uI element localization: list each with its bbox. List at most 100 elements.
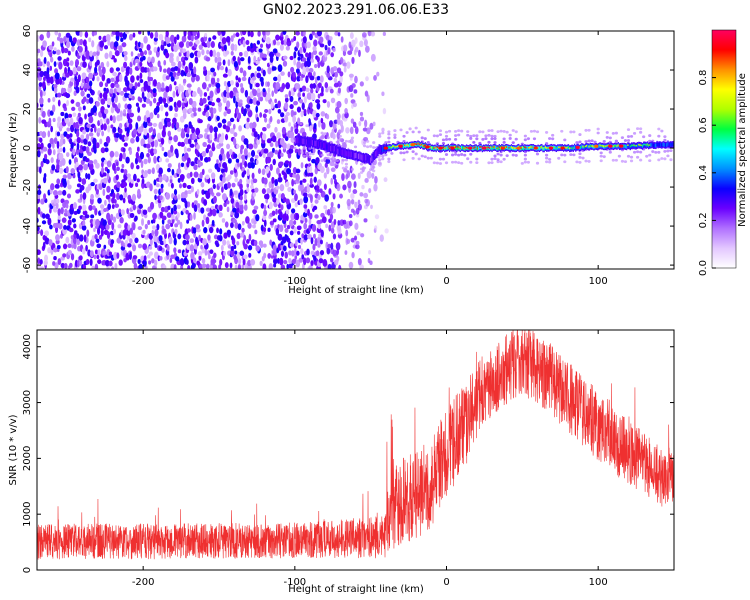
heatmap-cell bbox=[332, 47, 336, 52]
heatmap-cell bbox=[201, 82, 207, 90]
heatmap-cell bbox=[122, 197, 126, 204]
heatmap-cell bbox=[202, 97, 207, 104]
heatmap-cell bbox=[157, 132, 161, 140]
heatmap-cell bbox=[122, 181, 128, 188]
heatmap-cell bbox=[184, 190, 189, 196]
heatmap-cell bbox=[172, 71, 177, 78]
heatmap-cell bbox=[221, 193, 227, 201]
heatmap-cell bbox=[99, 81, 104, 88]
heatmap-cell bbox=[339, 71, 344, 77]
heatmap-cell bbox=[194, 56, 199, 64]
heatmap-cell bbox=[115, 31, 121, 37]
heatmap-cell bbox=[188, 124, 193, 129]
heatmap-cell bbox=[338, 148, 340, 154]
heatmap-cell bbox=[435, 134, 439, 138]
heatmap-cell bbox=[160, 104, 164, 112]
heatmap-cell bbox=[460, 161, 464, 165]
heatmap-cell bbox=[280, 40, 285, 45]
heatmap-cell bbox=[76, 136, 82, 144]
heatmap-cell bbox=[74, 259, 78, 268]
heatmap-cell bbox=[188, 107, 193, 114]
heatmap-cell bbox=[99, 92, 103, 99]
heatmap-cell bbox=[156, 223, 160, 231]
heatmap-cell bbox=[268, 108, 272, 115]
heatmap-cell bbox=[223, 80, 227, 87]
heatmap-cell bbox=[257, 168, 262, 175]
heatmap-cell bbox=[289, 230, 294, 236]
heatmap-cell bbox=[277, 74, 282, 83]
heatmap-cell bbox=[245, 39, 250, 46]
heatmap-cell bbox=[564, 146, 566, 149]
heatmap-cell bbox=[284, 102, 289, 110]
heatmap-cell bbox=[106, 77, 111, 84]
heatmap-cell bbox=[111, 222, 115, 231]
heatmap-cell bbox=[333, 77, 338, 83]
heatmap-cell bbox=[166, 212, 172, 218]
heatmap-cell bbox=[311, 152, 315, 156]
heatmap-cell bbox=[171, 193, 175, 200]
heatmap-cell bbox=[115, 132, 120, 138]
heatmap-cell bbox=[79, 260, 83, 266]
heatmap-cell bbox=[254, 229, 258, 235]
heatmap-cell bbox=[261, 188, 266, 195]
heatmap-cell bbox=[89, 50, 93, 57]
heatmap-cell bbox=[627, 144, 629, 147]
heatmap-cell bbox=[239, 203, 244, 212]
heatmap-cell bbox=[344, 162, 348, 166]
heatmap-cell bbox=[325, 142, 327, 149]
heatmap-cell bbox=[42, 241, 46, 250]
heatmap-cell bbox=[239, 195, 243, 201]
heatmap-cell bbox=[332, 163, 336, 167]
heatmap-cell bbox=[241, 264, 245, 269]
heatmap-cell bbox=[61, 87, 67, 93]
heatmap-cell bbox=[366, 170, 372, 179]
heatmap-cell bbox=[84, 31, 89, 38]
heatmap-cell bbox=[118, 128, 123, 135]
heatmap-cell bbox=[95, 142, 100, 149]
heatmap-cell bbox=[135, 122, 139, 130]
heatmap-cell bbox=[658, 142, 661, 147]
heatmap-cell bbox=[294, 127, 299, 135]
heatmap-cell bbox=[349, 138, 354, 145]
heatmap-cell bbox=[346, 238, 351, 245]
heatmap-cell bbox=[581, 156, 585, 160]
heatmap-cell bbox=[77, 106, 82, 112]
heatmap-cell bbox=[365, 76, 369, 82]
y-tick-label: 0 bbox=[22, 567, 33, 573]
spectrogram-x-ticks: -200 -100 0 100 bbox=[132, 31, 608, 287]
heatmap-cell bbox=[285, 214, 289, 222]
heatmap-cell bbox=[289, 131, 295, 139]
heatmap-cell bbox=[487, 129, 491, 133]
heatmap-cell bbox=[83, 234, 87, 243]
heatmap-cell bbox=[279, 161, 284, 167]
heatmap-cell bbox=[205, 56, 211, 62]
heatmap-cell bbox=[215, 192, 221, 197]
heatmap-cell bbox=[424, 144, 426, 147]
heatmap-cell bbox=[53, 137, 58, 145]
heatmap-cell bbox=[331, 128, 335, 135]
heatmap-cell bbox=[310, 203, 314, 209]
heatmap-cell bbox=[78, 255, 83, 261]
heatmap-cell bbox=[167, 219, 172, 225]
heatmap-cell bbox=[246, 239, 250, 244]
heatmap-cell bbox=[54, 31, 59, 36]
heatmap-cell bbox=[129, 112, 135, 118]
colorbar-tick-label: 0.2 bbox=[698, 212, 709, 228]
heatmap-cell bbox=[106, 169, 110, 174]
heatmap-cell bbox=[330, 167, 336, 173]
heatmap-cell bbox=[196, 203, 201, 208]
heatmap-cell bbox=[510, 146, 513, 149]
heatmap-cell bbox=[177, 60, 182, 69]
heatmap-cell bbox=[39, 259, 43, 265]
heatmap-cell bbox=[187, 265, 191, 269]
heatmap-cell bbox=[275, 185, 280, 190]
heatmap-cell bbox=[106, 160, 112, 168]
heatmap-cell bbox=[367, 31, 372, 37]
heatmap-cell bbox=[450, 160, 455, 164]
heatmap-cell bbox=[336, 146, 338, 153]
heatmap-cell bbox=[296, 41, 300, 49]
heatmap-cell bbox=[200, 37, 205, 43]
heatmap-cell bbox=[78, 51, 83, 57]
heatmap-cell bbox=[184, 97, 188, 104]
heatmap-cell bbox=[234, 222, 239, 229]
